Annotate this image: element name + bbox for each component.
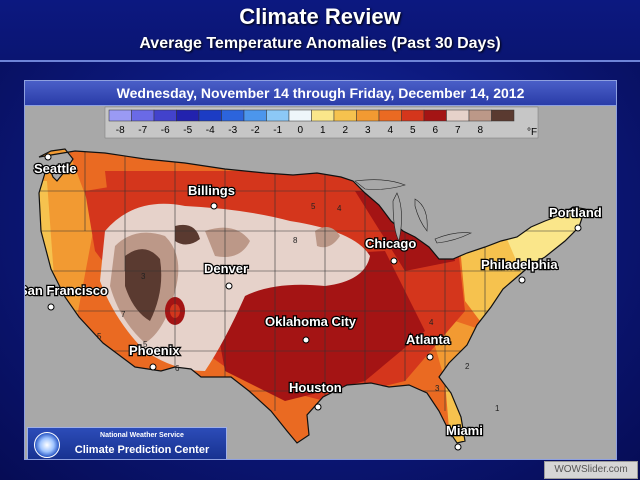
legend-unit: °F [527,127,537,138]
legend-tick-label: -6 [161,125,170,136]
legend-tick-label: -5 [183,125,192,136]
legend-swatch [333,109,357,122]
city-label: Denver [204,261,248,276]
city-label: Portland [549,205,602,220]
city-label: Philadelphia [481,257,558,272]
nws-cpc-logo: National Weather Service Climate Predict… [27,427,227,459]
legend-tick-label: 1 [320,125,326,136]
city-dot [426,353,434,361]
city-dot [47,303,55,311]
legend-swatch [131,109,155,122]
legend-swatch [423,109,447,122]
nws-label: National Weather Service [100,432,184,439]
anomaly-map: 5 4 3 8 5 5 6 3 1 2 4 7 -8 -7 -6 -5 -4 -3 -2 -1 0 1 2 3 4 5 6 7 8 °… [25,105,616,459]
city-label: Miami [446,423,483,438]
legend-swatch [243,109,267,122]
page-subtitle: Average Temperature Anomalies (Past 30 D… [139,35,501,52]
legend-swatch [176,109,200,122]
legend-tick-label: -1 [273,125,282,136]
legend-swatch [356,109,380,122]
legend-swatch [491,109,515,122]
city-label: Houston [289,380,342,395]
city-label: Billings [188,183,235,198]
legend-tick-label: -4 [206,125,215,136]
contour-label: 4 [337,204,342,213]
legend-tick-label: 7 [455,125,461,136]
city-dot [44,153,52,161]
city-dot [574,224,582,232]
cpc-label: Climate Prediction Center [74,444,210,456]
contour-label: 3 [435,384,440,393]
legend-swatch [288,109,312,122]
us-outline [38,148,586,444]
city-dot [225,282,233,290]
legend-swatch [221,109,245,122]
city-markers: Seattle Billings Portland Chicago Denver Phil… [25,153,603,451]
contour-label: 4 [429,318,434,327]
legend-swatch [468,109,492,122]
legend-tick-label: 2 [342,125,348,136]
contour-label: 2 [465,362,470,371]
legend-swatch [153,109,177,122]
legend-tick-label: -7 [138,125,147,136]
date-range-bar: Wednesday, November 14 through Friday, D… [25,81,616,106]
legend-swatch [266,109,290,122]
legend-tick-label: 6 [432,125,438,136]
city-dot [390,257,398,265]
wowslider-watermark[interactable]: WOWSlider.com [544,461,638,479]
city-dot [314,403,322,411]
legend-tick-label: 4 [387,125,393,136]
contour-label: 5 [143,340,148,349]
noaa-seal-icon [34,432,60,458]
temperature-legend: -8 -7 -6 -5 -4 -3 -2 -1 0 1 2 3 4 5 6 7 8 °F [104,106,539,139]
legend-tick-label: 5 [410,125,416,136]
contour-label: 1 [495,404,500,413]
legend-swatch [108,109,132,122]
map-panel: 5 4 3 8 5 5 6 3 1 2 4 7 -8 -7 -6 -5 -4 -3 -2 -1 0 1 2 3 4 5 6 7 8 °… [24,80,617,460]
page-title: Climate Review [239,4,401,29]
legend-tick-label: -2 [251,125,260,136]
city-dot [518,276,526,284]
legend-tick-label: -3 [228,125,237,136]
city-label: Oklahoma City [265,314,357,329]
contour-labels: 5 4 3 8 5 5 6 3 1 2 4 7 [97,202,500,413]
legend-tick-label: 8 [477,125,483,136]
legend-tick-label: -8 [116,125,125,136]
legend-swatch [401,109,425,122]
city-label: Atlanta [406,332,451,347]
contour-label: 8 [293,236,298,245]
city-label: San Francisco [25,283,108,298]
city-dot [302,336,310,344]
contour-label: 5 [311,202,316,211]
great-lakes [354,179,473,244]
contour-label: 6 [175,364,180,373]
city-dot [210,202,218,210]
city-label: Chicago [365,236,416,251]
legend-tick-label: 3 [365,125,371,136]
contour-label: 5 [97,332,102,341]
city-dot [149,363,157,371]
contour-label: 3 [141,272,146,281]
city-dot [454,443,462,451]
legend-swatch [446,109,470,122]
legend-swatch [198,109,222,122]
city-label: Phoenix [129,343,180,358]
legend-tick-label: 0 [297,125,303,136]
city-label: Seattle [34,161,77,176]
header-banner: Climate Review Average Temperature Anoma… [0,0,640,62]
contour-label: 7 [121,310,126,319]
legend-swatch [311,109,335,122]
legend-swatch [378,109,402,122]
